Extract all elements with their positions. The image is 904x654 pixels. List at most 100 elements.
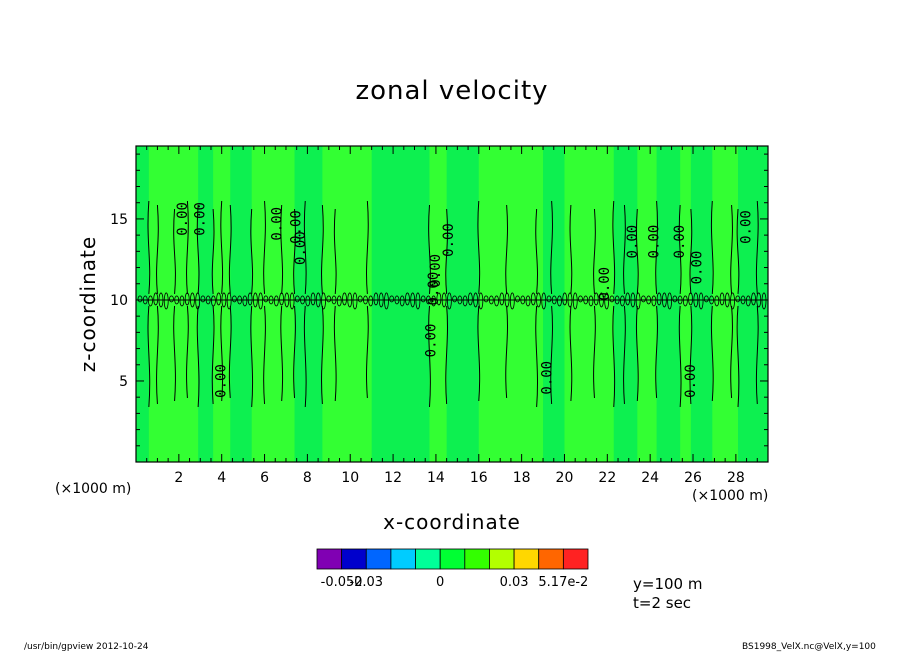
contour-squiggle xyxy=(714,295,720,307)
footer-command: /usr/bin/gpview 2012-10-24 xyxy=(24,642,149,652)
contour-squiggle xyxy=(174,295,180,305)
contour-squiggle xyxy=(357,295,363,303)
contour-squiggle xyxy=(268,295,274,305)
colorbar-swatch xyxy=(316,548,343,570)
plot-frame xyxy=(135,145,769,463)
contour-squiggle xyxy=(557,295,562,307)
contour-label: 0.00 xyxy=(689,251,705,285)
contour-squiggle xyxy=(499,292,505,306)
contour-squiggle xyxy=(541,292,547,310)
contour-squiggle xyxy=(300,295,305,305)
x-tick-label: 20 xyxy=(556,470,574,486)
contour-squiggle xyxy=(730,292,735,310)
colorbar: -0.052-0.03 0 0.03 5.17e-2 xyxy=(316,548,589,590)
contour-label: 0.00 xyxy=(683,364,699,398)
colorbar-swatch xyxy=(464,548,490,570)
contour-line xyxy=(505,204,508,399)
field-band xyxy=(198,146,214,462)
contour-squiggle xyxy=(399,295,405,307)
contour-squiggle xyxy=(336,295,342,307)
field-band xyxy=(230,146,252,462)
contour-label: 0.00 xyxy=(625,225,641,259)
contour-squiggle xyxy=(567,292,573,308)
contour-squiggle xyxy=(195,292,201,310)
contour-line xyxy=(321,204,324,405)
contour-squiggle xyxy=(551,295,557,305)
contour-squiggle xyxy=(315,292,321,308)
contour-line xyxy=(228,204,232,399)
contour-squiggle xyxy=(221,292,227,308)
contour-line xyxy=(445,208,449,405)
contour-squiggle xyxy=(583,295,589,305)
contour-squiggle xyxy=(546,295,552,303)
contour-squiggle xyxy=(620,295,625,307)
colorbar-tick-label: -0.052 xyxy=(321,575,363,590)
contour-squiggle xyxy=(242,295,248,307)
contour-squiggle xyxy=(321,292,326,310)
colorbar-tick-label: -0.03 xyxy=(349,575,383,590)
contour-squiggle xyxy=(740,295,746,305)
x-tick-label: 14 xyxy=(427,470,445,486)
colorbar-tick-label: 5.17e-2 xyxy=(538,575,588,590)
contour-squiggle xyxy=(761,292,767,310)
x-tick-label: 16 xyxy=(470,470,488,486)
contour-squiggle xyxy=(614,295,620,305)
contour-label: 0.00 xyxy=(214,364,230,398)
contour-squiggle xyxy=(672,295,678,303)
contour-squiggle xyxy=(273,295,279,307)
contour-label: 0.00 xyxy=(293,231,309,265)
contour-squiggle xyxy=(247,292,253,306)
colorbar-swatch xyxy=(489,548,515,570)
contour-squiggle xyxy=(724,292,730,308)
contour-label: 0.00 xyxy=(646,225,662,259)
contour-line xyxy=(593,208,596,399)
contour-squiggle xyxy=(289,292,295,310)
contour-squiggle xyxy=(656,292,662,306)
contour-squiggle xyxy=(305,295,311,307)
contour-line xyxy=(250,208,254,408)
colorbar-swatch xyxy=(365,548,392,570)
contour-squiggle xyxy=(363,295,368,305)
contour-lines xyxy=(136,200,768,408)
contour-line xyxy=(186,200,189,399)
field-band xyxy=(656,146,681,462)
contour-label: 0.00 xyxy=(739,210,755,244)
contour-squiggle xyxy=(515,295,520,303)
contour-label: 0.00 xyxy=(428,254,444,288)
contour-label: 0.00 xyxy=(289,210,305,244)
contour-label: 0.00 xyxy=(269,207,285,241)
contour-label: 0.00 xyxy=(175,202,191,236)
contour-squiggle xyxy=(446,292,452,310)
contour-squiggle xyxy=(635,292,641,310)
contour-squiggle xyxy=(190,292,195,308)
contour-squiggle xyxy=(331,295,337,305)
contour-line xyxy=(428,204,431,408)
contour-squiggle xyxy=(310,292,316,306)
contour-squiggle xyxy=(693,292,699,308)
contour-label: 0.00 xyxy=(426,272,442,306)
contour-squiggle xyxy=(384,292,389,310)
x-tick-label: 28 xyxy=(727,470,745,486)
contour-squiggle xyxy=(682,295,688,307)
x-tick-label: 4 xyxy=(217,470,226,486)
contour-squiggle xyxy=(709,295,714,305)
contour-line xyxy=(263,200,266,405)
x-tick-label: 18 xyxy=(513,470,531,486)
contour-line xyxy=(220,200,224,402)
contour-squiggle xyxy=(394,295,400,305)
contour-squiggle xyxy=(609,295,615,303)
x-tick-label: 8 xyxy=(303,470,312,486)
contour-squiggle xyxy=(562,292,568,306)
contour-squiggle xyxy=(452,295,458,303)
contour-squiggle xyxy=(588,295,594,307)
contour-squiggle xyxy=(593,292,599,306)
contour-label: 0.00 xyxy=(539,361,555,395)
colorbar-tick-label: 0.03 xyxy=(500,575,529,590)
contour-squiggle xyxy=(504,292,510,308)
contour-line xyxy=(569,204,573,402)
contour-squiggle xyxy=(688,292,693,306)
contour-line xyxy=(550,200,553,405)
x-tick-label: 26 xyxy=(684,470,702,486)
